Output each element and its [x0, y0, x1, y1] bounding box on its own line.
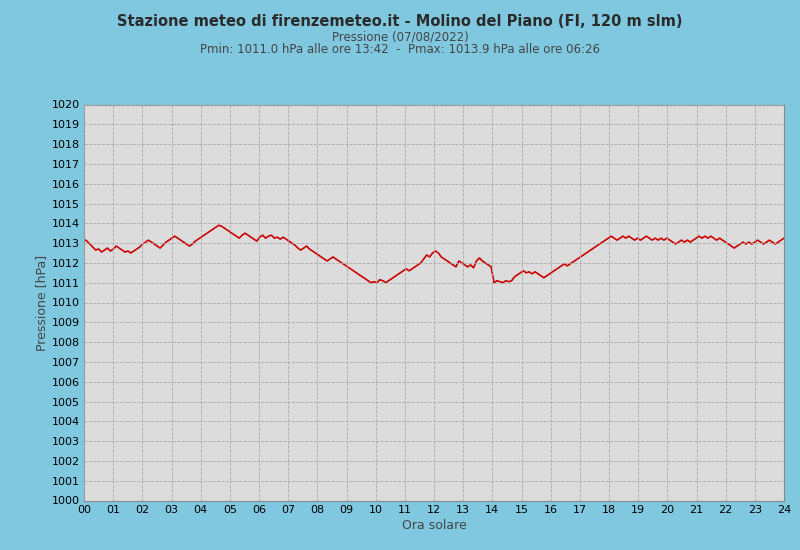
Y-axis label: Pressione [hPa]: Pressione [hPa]: [34, 255, 47, 350]
Text: Stazione meteo di firenzemeteo.it - Molino del Piano (FI, 120 m slm): Stazione meteo di firenzemeteo.it - Moli…: [118, 14, 682, 29]
X-axis label: Ora solare: Ora solare: [402, 519, 466, 532]
Text: Pressione (07/08/2022): Pressione (07/08/2022): [332, 30, 468, 43]
Text: Pmin: 1011.0 hPa alle ore 13:42  -  Pmax: 1013.9 hPa alle ore 06:26: Pmin: 1011.0 hPa alle ore 13:42 - Pmax: …: [200, 43, 600, 56]
